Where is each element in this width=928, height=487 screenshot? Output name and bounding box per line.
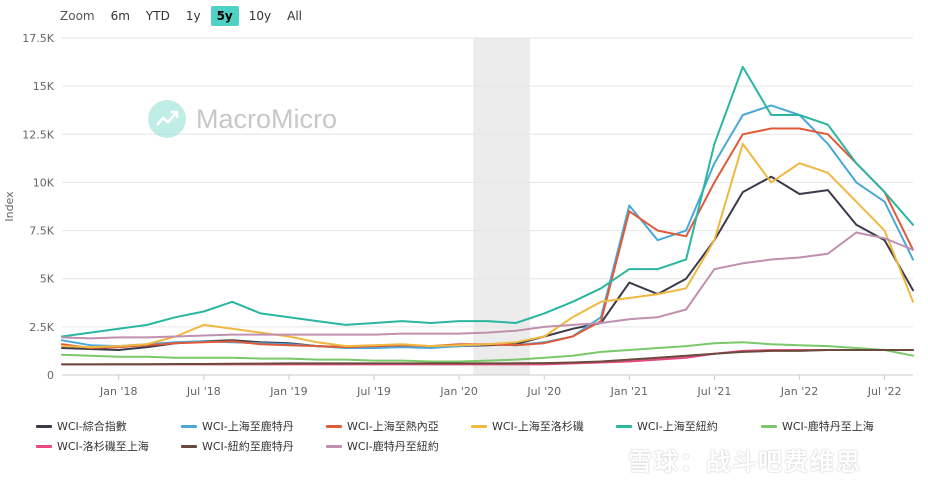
legend-label: WCI-鹿特丹至上海 [782, 420, 874, 433]
y-tick-label: 15K [33, 80, 55, 93]
x-tick-label: Jul '20 [526, 385, 561, 398]
zoom-all-button[interactable]: All [287, 9, 303, 23]
series-line [61, 65, 914, 338]
chart-trend-icon [148, 100, 186, 138]
legend-item[interactable]: WCI-鹿特丹至上海 [761, 418, 906, 434]
legend-item[interactable]: WCI-上海至洛杉磯 [471, 418, 616, 434]
macromicro-watermark: MacroMicro [148, 100, 337, 138]
legend-swatch [36, 444, 52, 448]
chart-legend: WCI-綜合指數 WCI-上海至鹿特丹 WCI-上海至熱內亞 WCI-上海至洛杉磯 WC… [36, 418, 906, 454]
shaded-period [473, 38, 531, 375]
y-tick-label: 0 [47, 369, 54, 382]
x-tick-label: Jul '18 [186, 385, 221, 398]
y-tick-label: 10K [33, 176, 55, 189]
legend-swatch [616, 424, 632, 428]
y-tick-label: 17.5K [22, 32, 54, 45]
zoom-5y-button[interactable]: 5y [210, 6, 239, 26]
y-tick-label: 7.5K [29, 225, 54, 238]
y-tick-label: 5K [40, 273, 55, 286]
legend-item[interactable]: WCI-上海至鹿特丹 [181, 418, 326, 434]
x-tick-label: Jul '19 [356, 385, 391, 398]
legend-label: WCI-綜合指數 [57, 420, 127, 433]
series-line [61, 341, 914, 363]
legend-swatch [36, 424, 52, 428]
x-tick-label: Jan '21 [610, 385, 648, 398]
legend-item[interactable]: WCI-洛杉磯至上海 [36, 438, 181, 454]
xueqiu-watermark: 雪球：战斗吧费维思 [628, 442, 862, 477]
legend-item[interactable]: WCI-紐約至鹿特丹 [181, 438, 326, 454]
watermark-text: MacroMicro [196, 103, 338, 134]
zoom-10y-button[interactable]: 10y [248, 9, 272, 23]
legend-item[interactable]: WCI-上海至熱內亞 [326, 418, 471, 434]
legend-swatch [326, 444, 342, 448]
legend-item[interactable]: WCI-綜合指數 [36, 418, 181, 434]
legend-label: WCI-上海至紐約 [637, 420, 718, 433]
zoom-label: Zoom [60, 9, 95, 23]
xueqiu-text: 雪球：战斗吧费维思 [628, 448, 862, 476]
legend-item[interactable]: WCI-上海至紐約 [616, 418, 761, 434]
x-tick-label: Jan '19 [269, 385, 307, 398]
zoom-toolbar: Zoom 6m YTD 1y 5y 10y All [60, 4, 312, 28]
y-axis-label: Index [3, 191, 16, 222]
x-tick-label: Jul '21 [697, 385, 732, 398]
legend-swatch [181, 444, 197, 448]
legend-swatch [181, 424, 197, 428]
legend-label: WCI-上海至熱內亞 [347, 420, 439, 433]
legend-item[interactable]: WCI-鹿特丹至紐約 [326, 438, 471, 454]
zoom-6m-button[interactable]: 6m [110, 9, 130, 23]
legend-swatch [326, 424, 342, 428]
x-tick-label: Jan '22 [780, 385, 818, 398]
x-tick-label: Jul '22 [867, 385, 902, 398]
x-tick-label: Jan '18 [99, 385, 137, 398]
x-tick-label: Jan '20 [439, 385, 477, 398]
series-line [61, 349, 914, 366]
y-tick-label: 12.5K [22, 128, 54, 141]
zoom-ytd-button[interactable]: YTD [145, 9, 170, 23]
legend-label: WCI-洛杉磯至上海 [57, 440, 149, 453]
zoom-1y-button[interactable]: 1y [185, 9, 201, 23]
legend-label: WCI-上海至洛杉磯 [492, 420, 584, 433]
series-line [61, 142, 914, 349]
legend-swatch [761, 424, 777, 428]
legend-label: WCI-上海至鹿特丹 [202, 420, 294, 433]
y-tick-label: 2.5K [29, 321, 54, 334]
series-line [61, 231, 914, 340]
legend-swatch [471, 424, 487, 428]
legend-label: WCI-鹿特丹至紐約 [347, 440, 439, 453]
legend-label: WCI-紐約至鹿特丹 [202, 440, 294, 453]
line-chart: 0 2.5K 5K 7.5K 10K 12.5K 15K 17.5K Index Jan '18 J… [3, 32, 914, 398]
